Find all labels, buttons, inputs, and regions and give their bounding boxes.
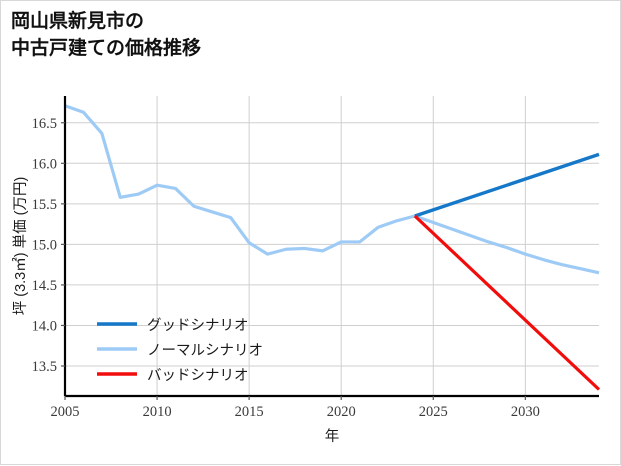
series-line-バッドシナリオ	[413, 214, 601, 391]
series-line-ノーマルシナリオ	[64, 104, 600, 275]
y-tick-label-13.5: 13.5	[32, 359, 57, 375]
y-axis-ticks: 13.5 14.0 14.5 15.0 15.5 16.0 16.5	[32, 116, 65, 375]
legend-label-バッドシナリオ: バッドシナリオ	[147, 368, 249, 384]
y-axis-title: 坪 (3.3㎡) 単価 (万円)	[12, 177, 29, 316]
x-tick-label-2025: 2025	[419, 404, 448, 420]
legend-label-ノーマルシナリオ: ノーマルシナリオ	[147, 343, 263, 359]
y-tick-label-15.5: 15.5	[32, 197, 57, 213]
y-tick-label-15.0: 15.0	[32, 237, 57, 253]
series-line-グッドシナリオ	[414, 152, 600, 218]
x-axis-title: 年	[325, 428, 340, 445]
x-tick-label-2005: 2005	[51, 404, 80, 420]
y-tick-label-16.5: 16.5	[32, 116, 57, 132]
y-tick-label-16.0: 16.0	[32, 156, 57, 172]
x-tick-label-2010: 2010	[143, 404, 172, 420]
axis-spines	[63, 96, 599, 398]
y-tick-label-14.0: 14.0	[32, 318, 57, 334]
x-axis-ticks: 2005 2010 2015 2020 2025 2030	[51, 396, 540, 420]
x-tick-label-2030: 2030	[511, 404, 540, 420]
legend-label-グッドシナリオ: グッドシナリオ	[147, 317, 249, 334]
x-tick-label-2020: 2020	[327, 404, 356, 420]
data-series-group	[64, 104, 601, 391]
chart-title: 岡山県新見市の 中古戸建ての価格推移	[11, 11, 202, 59]
x-tick-label-2015: 2015	[235, 404, 264, 420]
y-tick-label-14.5: 14.5	[32, 278, 57, 294]
